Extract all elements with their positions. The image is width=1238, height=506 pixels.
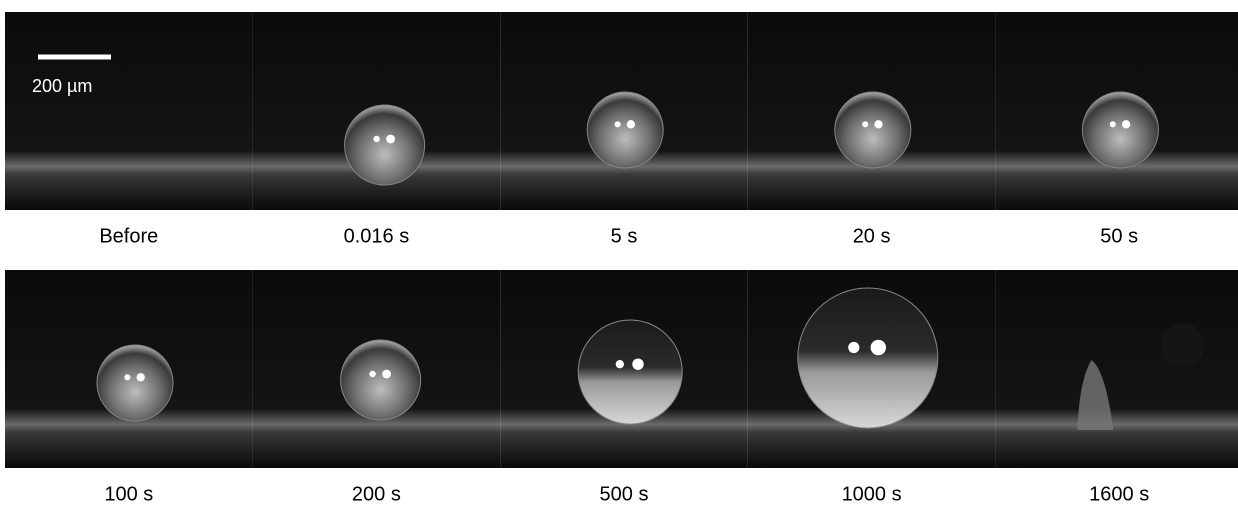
frame [995, 12, 1238, 210]
highlight [382, 370, 391, 379]
frame-label: 1600 s [1089, 483, 1149, 505]
highlight [632, 358, 643, 369]
figure: Before 0.016 s 5 s 20 s 50 s 100 s 200 s 500 s 1… [0, 0, 1238, 506]
frame-label: 0.016 s [344, 225, 410, 247]
highlight [627, 120, 635, 128]
frame [253, 270, 501, 468]
frame-label: 1000 s [842, 483, 902, 505]
frame-label: 5 s [611, 225, 638, 247]
highlight [874, 120, 882, 128]
droplet [341, 340, 421, 420]
highlight [871, 340, 886, 355]
droplet [835, 92, 911, 168]
droplet [345, 105, 425, 185]
frame-label: 20 s [853, 225, 891, 247]
frame [253, 12, 501, 210]
highlight [615, 121, 621, 127]
highlight [848, 342, 859, 353]
frame-label: 200 s [352, 483, 401, 505]
frame-label: 100 s [104, 483, 153, 505]
highlight [124, 374, 130, 380]
faint-droplet [1160, 323, 1204, 367]
highlight [137, 373, 145, 381]
frame [5, 12, 253, 210]
frame-label: 500 s [600, 483, 649, 505]
highlight [862, 121, 868, 127]
highlight [1122, 120, 1130, 128]
frame-background [5, 12, 253, 210]
frame [500, 12, 748, 210]
frame-background [995, 270, 1238, 468]
droplet [97, 345, 173, 421]
frame [500, 270, 748, 468]
droplet [578, 320, 682, 424]
highlight [369, 371, 375, 377]
highlight [386, 135, 395, 144]
scale-bar-label: 200 µm [32, 76, 92, 96]
droplet [587, 92, 663, 168]
frame [748, 270, 996, 468]
frame-label: 50 s [1100, 225, 1138, 247]
frame [5, 270, 253, 468]
highlight [373, 136, 379, 142]
droplet [1082, 92, 1158, 168]
frame [995, 270, 1238, 468]
droplet [798, 288, 938, 428]
highlight [1110, 121, 1116, 127]
frame-label: Before [99, 225, 158, 247]
frame [748, 12, 996, 210]
highlight [616, 360, 624, 368]
